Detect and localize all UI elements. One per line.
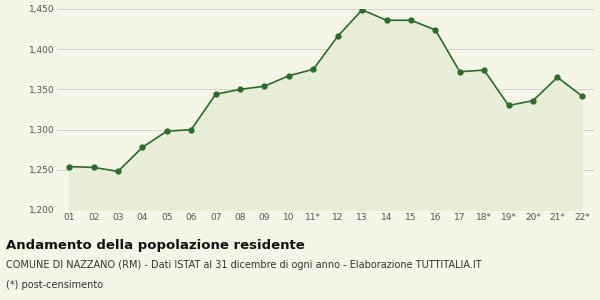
Text: (*) post-censimento: (*) post-censimento — [6, 280, 103, 290]
Text: Andamento della popolazione residente: Andamento della popolazione residente — [6, 238, 305, 251]
Text: COMUNE DI NAZZANO (RM) - Dati ISTAT al 31 dicembre di ogni anno - Elaborazione T: COMUNE DI NAZZANO (RM) - Dati ISTAT al 3… — [6, 260, 482, 269]
